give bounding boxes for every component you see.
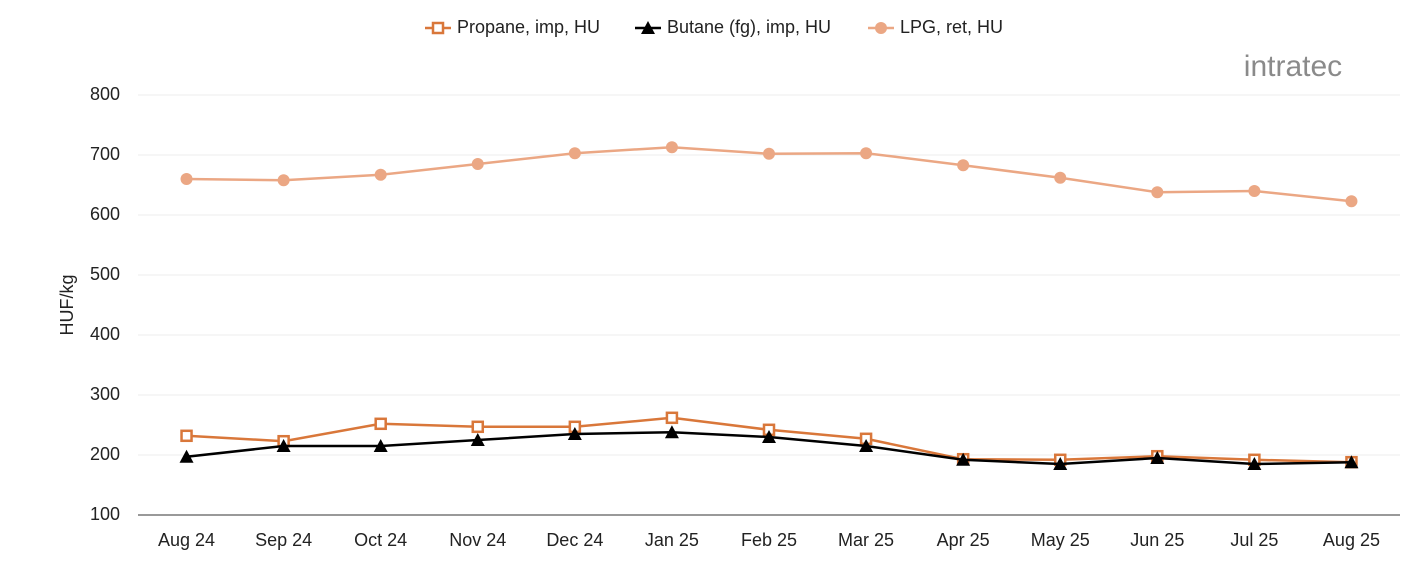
legend-marker	[641, 21, 655, 34]
x-tick-label: Jul 25	[1230, 530, 1278, 550]
point	[471, 158, 484, 170]
y-tick-label: 300	[90, 384, 120, 404]
point	[179, 449, 194, 463]
point	[568, 147, 581, 160]
point	[1248, 185, 1261, 197]
point	[277, 174, 290, 187]
x-tick-label: Aug 25	[1323, 530, 1380, 550]
point	[1151, 186, 1164, 199]
point	[1345, 195, 1358, 208]
point	[1150, 451, 1165, 464]
legend-marker	[875, 22, 887, 34]
point	[374, 168, 387, 181]
point	[180, 429, 193, 443]
x-tick-label: Jan 25	[645, 530, 699, 550]
point	[374, 417, 387, 431]
x-tick-label: Mar 25	[838, 530, 894, 550]
point	[470, 433, 485, 446]
y-tick-label: 800	[90, 84, 120, 104]
legend-label: LPG, ret, HU	[900, 17, 1003, 37]
x-tick-label: May 25	[1031, 530, 1090, 550]
point	[567, 427, 582, 440]
y-tick-label: 200	[90, 444, 120, 464]
point	[1053, 457, 1068, 470]
y-tick-label: 500	[90, 264, 120, 284]
point	[762, 430, 776, 443]
point	[763, 147, 775, 160]
y-tick-label: 400	[90, 324, 120, 344]
y-axis-label: HUF/kg	[57, 274, 77, 335]
point	[665, 411, 679, 425]
point	[957, 159, 970, 172]
x-tick-label: Aug 24	[158, 530, 215, 550]
point	[276, 439, 291, 452]
point	[859, 439, 874, 452]
legend-label: Butane (fg), imp, HU	[667, 17, 831, 37]
x-tick-label: Apr 25	[937, 530, 990, 550]
x-tick-label: Oct 24	[354, 530, 407, 550]
y-tick-label: 700	[90, 144, 120, 164]
x-tick-label: Jun 25	[1130, 530, 1184, 550]
point	[1247, 457, 1262, 470]
x-tick-label: Dec 24	[546, 530, 603, 550]
x-tick-label: Feb 25	[741, 530, 797, 550]
x-tick-label: Nov 24	[449, 530, 506, 550]
point	[1344, 455, 1359, 469]
logo: intratec	[1244, 50, 1342, 83]
y-tick-label: 600	[90, 204, 120, 224]
point	[665, 141, 678, 154]
point	[180, 173, 193, 185]
legend-label: Propane, imp, HU	[457, 17, 600, 37]
y-tick-label: 100	[90, 504, 120, 524]
point	[956, 452, 971, 466]
point	[860, 147, 873, 160]
point	[471, 420, 485, 434]
legend-marker	[431, 21, 445, 35]
point	[1054, 171, 1067, 184]
x-tick-label: Sep 24	[255, 530, 312, 550]
point	[664, 425, 679, 439]
point	[373, 439, 388, 452]
